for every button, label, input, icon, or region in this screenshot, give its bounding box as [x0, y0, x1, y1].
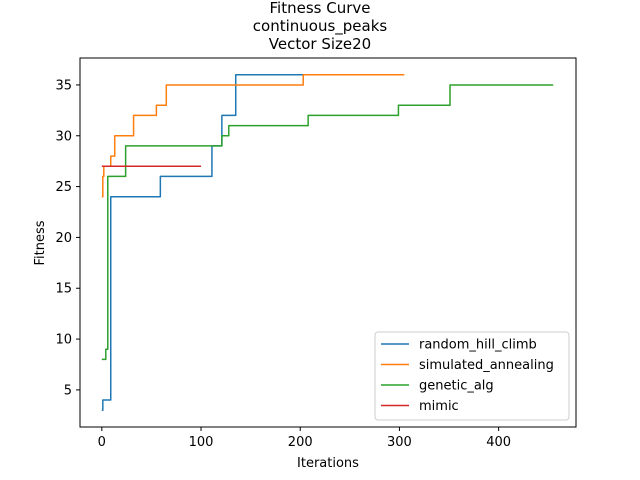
y-tick-label: 5 [64, 383, 72, 398]
y-axis-label: Fitness [33, 220, 48, 265]
legend-box [374, 331, 570, 421]
legend: random_hill_climb simulated_annealinggene… [374, 331, 570, 421]
chart-title-line-1: Fitness Curve [270, 0, 371, 17]
series-line-simulated-annealing [101, 74, 405, 198]
legend-label-genetic-alg: genetic_alg [419, 379, 494, 394]
chart-title-line-2: continuous_peaks [253, 17, 388, 36]
series-line-genetic-alg [101, 84, 554, 361]
chart-title: Fitness Curve continuous_peaks Vector Si… [253, 0, 388, 53]
x-tick-label: 0 [98, 435, 106, 450]
axis-ticks: 0 100 200 300 400 5 10 15 20 25 30 35 [55, 78, 511, 450]
legend-label-mimic: mimic [419, 399, 459, 414]
legend-label-random-hill-climb: random_hill_climb [419, 338, 537, 353]
plot-frame [79, 57, 577, 428]
y-tick-label: 35 [55, 78, 72, 93]
series-line-random-hill-climb [101, 74, 338, 411]
x-axis-label: Iterations [297, 456, 359, 471]
chart-title-line-3: Vector Size20 [269, 35, 371, 53]
y-tick-label: 30 [55, 129, 72, 144]
y-tick-label: 15 [55, 282, 72, 297]
y-tick-label: 25 [55, 180, 72, 195]
legend-label-simulated-annealing: simulated_annealing [419, 358, 554, 373]
plot-lines [101, 74, 554, 411]
y-tick-label: 10 [55, 333, 72, 348]
x-tick-label: 100 [189, 435, 214, 450]
x-tick-label: 400 [486, 435, 511, 450]
y-tick-label: 20 [55, 231, 72, 246]
x-tick-label: 200 [288, 435, 313, 450]
x-tick-label: 300 [387, 435, 412, 450]
